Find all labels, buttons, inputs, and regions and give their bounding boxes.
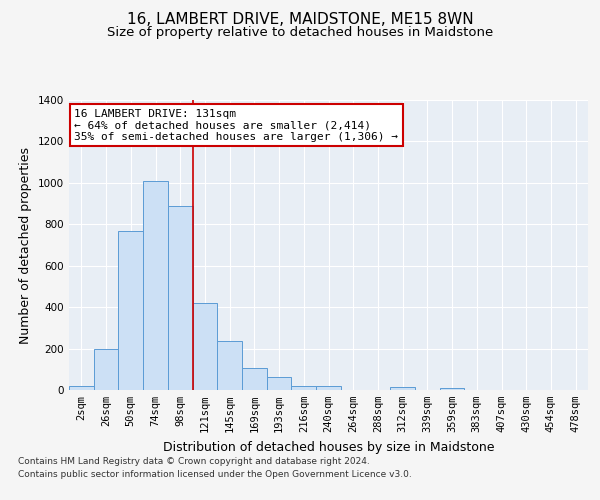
Text: Contains public sector information licensed under the Open Government Licence v3: Contains public sector information licen… — [18, 470, 412, 479]
Text: 16, LAMBERT DRIVE, MAIDSTONE, ME15 8WN: 16, LAMBERT DRIVE, MAIDSTONE, ME15 8WN — [127, 12, 473, 28]
Bar — [217, 342, 242, 390]
Bar — [193, 303, 217, 390]
Bar — [168, 206, 193, 390]
Bar — [143, 181, 168, 390]
Text: 16 LAMBERT DRIVE: 131sqm
← 64% of detached houses are smaller (2,414)
35% of sem: 16 LAMBERT DRIVE: 131sqm ← 64% of detach… — [74, 108, 398, 142]
Bar — [267, 376, 292, 390]
Bar — [440, 388, 464, 390]
Bar — [390, 387, 415, 390]
Text: Contains HM Land Registry data © Crown copyright and database right 2024.: Contains HM Land Registry data © Crown c… — [18, 458, 370, 466]
Bar — [118, 230, 143, 390]
X-axis label: Distribution of detached houses by size in Maidstone: Distribution of detached houses by size … — [163, 440, 494, 454]
Y-axis label: Number of detached properties: Number of detached properties — [19, 146, 32, 344]
Bar — [292, 386, 316, 390]
Bar — [316, 386, 341, 390]
Bar — [242, 368, 267, 390]
Bar — [94, 348, 118, 390]
Bar — [69, 386, 94, 390]
Text: Size of property relative to detached houses in Maidstone: Size of property relative to detached ho… — [107, 26, 493, 39]
